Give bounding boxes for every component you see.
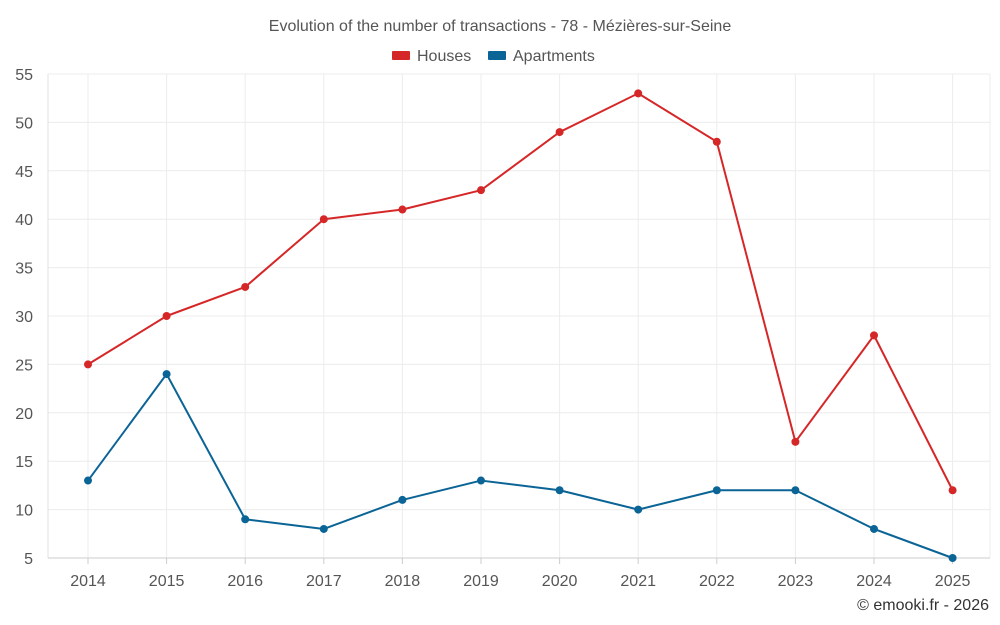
data-point-apartments-2025[interactable] (948, 554, 957, 562)
x-tick-label: 2024 (856, 573, 892, 590)
y-tick-label: 40 (15, 212, 33, 229)
data-point-houses-2019[interactable] (477, 186, 485, 195)
x-tick-label: 2023 (778, 573, 814, 590)
data-point-apartments-2019[interactable] (477, 476, 485, 485)
x-tick-label: 2016 (227, 573, 263, 590)
y-tick-label: 10 (15, 503, 33, 520)
y-tick-label: 25 (15, 357, 33, 374)
credit-text: © emooki.fr - 2026 (857, 597, 989, 614)
data-point-houses-2022[interactable] (712, 137, 721, 146)
legend-swatch (392, 51, 410, 60)
y-tick-label: 55 (15, 67, 33, 84)
data-point-houses-2014[interactable] (84, 360, 92, 369)
legend: Houses Apartments (392, 48, 595, 65)
data-point-apartments-2014[interactable] (84, 476, 92, 485)
data-point-houses-2020[interactable] (555, 128, 564, 137)
data-point-apartments-2018[interactable] (398, 495, 407, 504)
y-tick-label: 15 (15, 454, 33, 471)
legend-label: Apartments (513, 48, 595, 65)
data-point-houses-2024[interactable] (870, 331, 878, 340)
grid (48, 73, 990, 558)
x-tick-label: 2015 (149, 573, 185, 590)
data-point-houses-2017[interactable] (319, 215, 328, 224)
x-tick-label: 2018 (385, 573, 421, 590)
data-point-houses-2016[interactable] (241, 282, 250, 291)
data-point-apartments-2024[interactable] (870, 524, 878, 533)
chart-title: Evolution of the number of transactions … (269, 18, 732, 35)
series-line-houses (87, 92, 954, 491)
x-tick-label: 2017 (306, 573, 342, 590)
legend-swatch (488, 51, 506, 60)
data-point-houses-2018[interactable] (398, 205, 407, 214)
data-point-houses-2015[interactable] (162, 312, 171, 320)
x-tick-label: 2014 (70, 573, 106, 590)
x-tick-label: 2022 (699, 573, 735, 590)
legend-item-apartments[interactable]: Apartments (488, 48, 595, 65)
series (84, 89, 957, 562)
data-point-apartments-2016[interactable] (241, 515, 250, 524)
y-tick-label: 50 (15, 115, 33, 132)
series-line-apartments (87, 373, 953, 559)
y-tick-label: 35 (15, 261, 33, 278)
data-point-apartments-2020[interactable] (555, 486, 564, 495)
data-point-houses-2023[interactable] (791, 437, 800, 446)
data-point-apartments-2022[interactable] (712, 486, 721, 495)
x-tick-label: 2019 (463, 573, 499, 590)
y-tick-label: 30 (15, 309, 33, 326)
y-tick-label: 45 (15, 164, 33, 181)
series-apartments (84, 370, 957, 562)
data-point-apartments-2021[interactable] (634, 505, 643, 514)
data-point-apartments-2017[interactable] (319, 524, 328, 533)
x-tick-label: 2020 (542, 573, 578, 590)
legend-label: Houses (417, 48, 471, 65)
data-point-houses-2021[interactable] (634, 89, 643, 98)
x-tick-label: 2025 (935, 573, 971, 590)
y-tick-label: 20 (15, 406, 33, 423)
data-point-houses-2025[interactable] (948, 486, 957, 495)
y-tick-label: 5 (24, 551, 33, 568)
data-point-apartments-2015[interactable] (162, 370, 171, 379)
data-point-apartments-2023[interactable] (791, 486, 800, 495)
series-houses (84, 89, 957, 495)
x-tick-label: 2021 (620, 573, 656, 590)
legend-item-houses[interactable]: Houses (392, 48, 471, 65)
